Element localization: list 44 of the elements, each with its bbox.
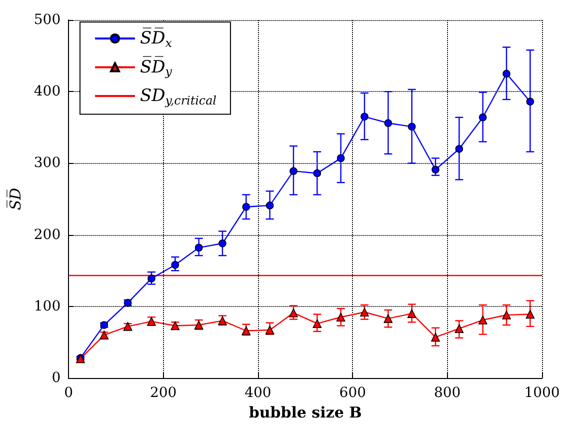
y-tick-label: 100 bbox=[34, 298, 61, 314]
point bbox=[242, 326, 251, 336]
x-axis-title: bubble size B bbox=[248, 403, 362, 422]
point bbox=[478, 113, 487, 122]
point bbox=[313, 169, 322, 178]
y-tick-label: 400 bbox=[34, 84, 61, 100]
point bbox=[289, 308, 298, 318]
point bbox=[408, 122, 416, 131]
point bbox=[148, 274, 156, 282]
point bbox=[478, 316, 488, 324]
point bbox=[290, 167, 298, 175]
point bbox=[407, 309, 416, 318]
point bbox=[454, 324, 464, 333]
x-tick-label: 200 bbox=[150, 385, 177, 401]
y-axis-title: S̅D̅ bbox=[6, 188, 24, 210]
point bbox=[242, 202, 250, 211]
y-tick-label: 0 bbox=[52, 370, 61, 386]
point bbox=[431, 332, 440, 342]
x-tick-label: 600 bbox=[339, 385, 366, 401]
point bbox=[455, 144, 464, 153]
x-tick-label: 0 bbox=[64, 385, 74, 401]
point bbox=[218, 239, 226, 248]
x-tick-label: 1000 bbox=[524, 385, 560, 401]
point bbox=[266, 202, 274, 210]
point bbox=[312, 319, 322, 328]
point bbox=[384, 314, 393, 323]
point bbox=[194, 244, 203, 252]
point bbox=[384, 119, 392, 127]
x-tick-label: 400 bbox=[244, 385, 272, 401]
point bbox=[360, 112, 368, 121]
point bbox=[360, 308, 369, 317]
x-tick-label: 800 bbox=[434, 385, 461, 401]
y-tick-label: 500 bbox=[34, 12, 61, 28]
point bbox=[265, 326, 274, 334]
y-tick-label: 200 bbox=[34, 226, 61, 243]
point bbox=[526, 98, 534, 106]
y-tick-label: 300 bbox=[34, 155, 61, 172]
point bbox=[526, 310, 535, 319]
point bbox=[502, 70, 510, 78]
point bbox=[336, 154, 345, 162]
point bbox=[171, 260, 180, 269]
point bbox=[502, 310, 511, 320]
point bbox=[432, 166, 440, 174]
point bbox=[336, 312, 346, 322]
